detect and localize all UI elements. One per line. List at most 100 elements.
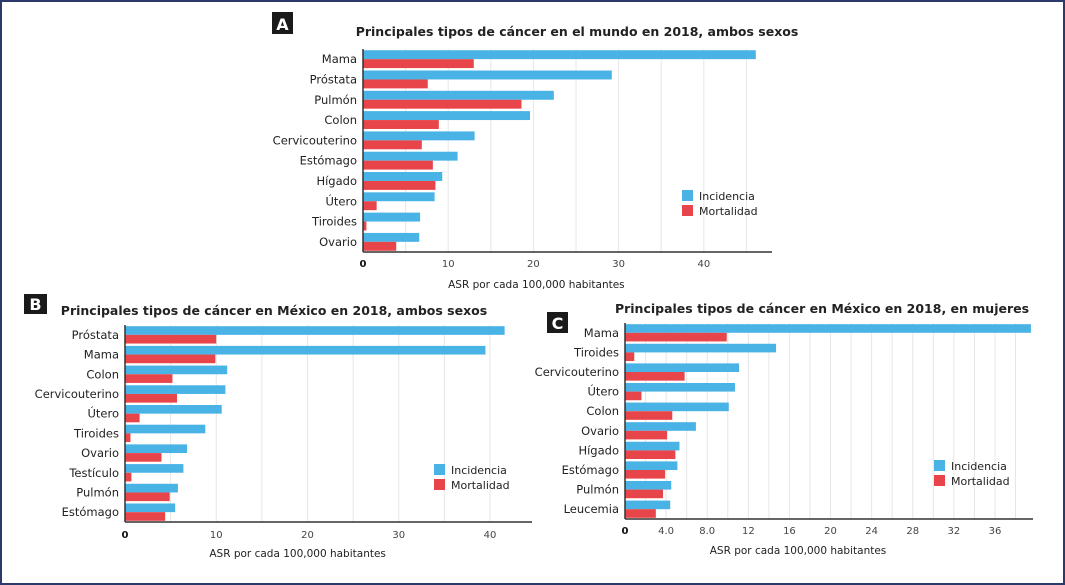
incidencia-bar [363,90,554,100]
incidencia-bar [125,503,176,513]
incidencia-bar [363,172,443,181]
category-label: Leucemia [564,502,619,516]
x-axis-label: ASR por cada 100,000 habitantes [710,545,887,557]
x-tick-label: 0 [360,259,367,270]
incidencia-bar [363,192,435,202]
category-label: Pulmón [314,93,357,107]
incidencia-bar [625,461,678,470]
chart-c: C Principales tipos de cáncer en México e… [535,301,1033,557]
incidencia-bar [363,50,756,60]
category-label: Estómago [562,463,619,477]
x-tick-label: 32 [947,526,960,537]
incidencia-bar [363,70,612,80]
mortalidad-bar [125,453,162,462]
incidencia-bar [363,151,458,161]
legend-swatch-mortalidad [934,475,945,486]
incidencia-bar [125,385,226,394]
x-tick-label: 40 [697,259,710,270]
mortalidad-bar [125,334,217,344]
x-tick-label: 36 [989,526,1002,537]
panel-label: B [29,295,41,314]
category-label: Estómago [62,505,119,519]
x-tick-label: 30 [612,259,625,270]
x-tick-label: 8.0 [699,526,715,537]
incidencia-bar [363,232,420,242]
x-tick-label: 12 [742,526,755,537]
mortalidad-bar [363,160,433,170]
panel-label-box [24,294,47,314]
mortalidad-bar [125,413,140,423]
category-label: Mama [584,326,619,340]
mortalidad-bar [363,241,397,251]
mortalidad-bar [625,430,668,440]
mortalidad-bar [625,391,642,401]
legend-swatch-mortalidad [682,205,693,216]
mortalidad-bar [125,433,131,443]
x-tick-label: 24 [865,526,878,537]
mortalidad-bar [625,352,635,362]
category-label: Testículo [68,466,119,480]
category-label: Cervicouterino [273,133,357,147]
mortalidad-bar [125,354,216,364]
x-tick-label: 0 [122,530,129,541]
mortalidad-bar [625,411,673,420]
mortalidad-bar [125,374,173,383]
panel-label-box [272,12,293,34]
category-label: Hígado [578,443,619,457]
incidencia-bar [625,363,740,372]
mortalidad-bar [363,180,436,190]
incidencia-bar [363,131,475,141]
category-label: Útero [325,193,357,208]
legend-label: Incidencia [699,190,755,203]
x-tick-label: 10 [210,530,223,541]
mortalidad-bar [125,512,166,521]
incidencia-bar [625,343,777,353]
panel-label-box [547,312,568,333]
mortalidad-bar [363,59,474,69]
category-label: Ovario [319,235,357,249]
x-tick-label: 20 [527,259,540,270]
category-label: Próstata [72,328,119,342]
mortalidad-bar [363,79,428,89]
mortalidad-bar [125,393,178,403]
category-label: Colon [86,367,119,381]
category-label: Ovario [581,424,619,438]
category-label: Próstata [310,72,357,86]
legend-swatch-incidencia [682,190,693,201]
chart-b: B Principales tipos de cáncer en México e… [24,294,532,560]
x-axis-label: ASR por cada 100,000 habitantes [448,279,625,291]
x-tick-label: 4.0 [658,526,674,537]
category-label: Pulmón [76,485,119,499]
panel-label: C [552,314,564,333]
mortalidad-bar [625,372,685,381]
incidencia-bar [125,424,206,434]
legend-label: Mortalidad [951,475,1010,488]
incidencia-bar [625,324,1031,333]
category-label: Mama [322,52,357,66]
x-tick-label: 16 [783,526,796,537]
category-label: Tiroides [73,426,119,440]
legend-swatch-incidencia [434,464,445,475]
category-label: Mama [84,348,119,362]
x-axis-label: ASR por cada 100,000 habitantes [209,548,386,560]
category-label: Pulmón [576,483,619,497]
x-tick-label: 28 [906,526,919,537]
x-tick-label: 0 [622,526,629,537]
mortalidad-bar [363,140,422,150]
mortalidad-bar [363,120,439,129]
incidencia-bar [125,326,505,335]
chart-a: A Principales tipos de cáncer en el mundo… [272,12,798,291]
legend-label: Mortalidad [699,205,758,218]
mortalidad-bar [625,509,656,518]
category-label: Cervicouterino [35,387,119,401]
incidencia-bar [625,480,672,490]
chart-title: Principales tipos de cáncer en México en… [61,303,487,318]
mortalidad-bar [363,99,522,109]
x-tick-label: 10 [442,259,455,270]
mortalidad-bar [625,489,664,499]
incidencia-bar [363,111,531,121]
incidencia-bar [625,402,729,412]
category-label: Colon [586,404,619,418]
